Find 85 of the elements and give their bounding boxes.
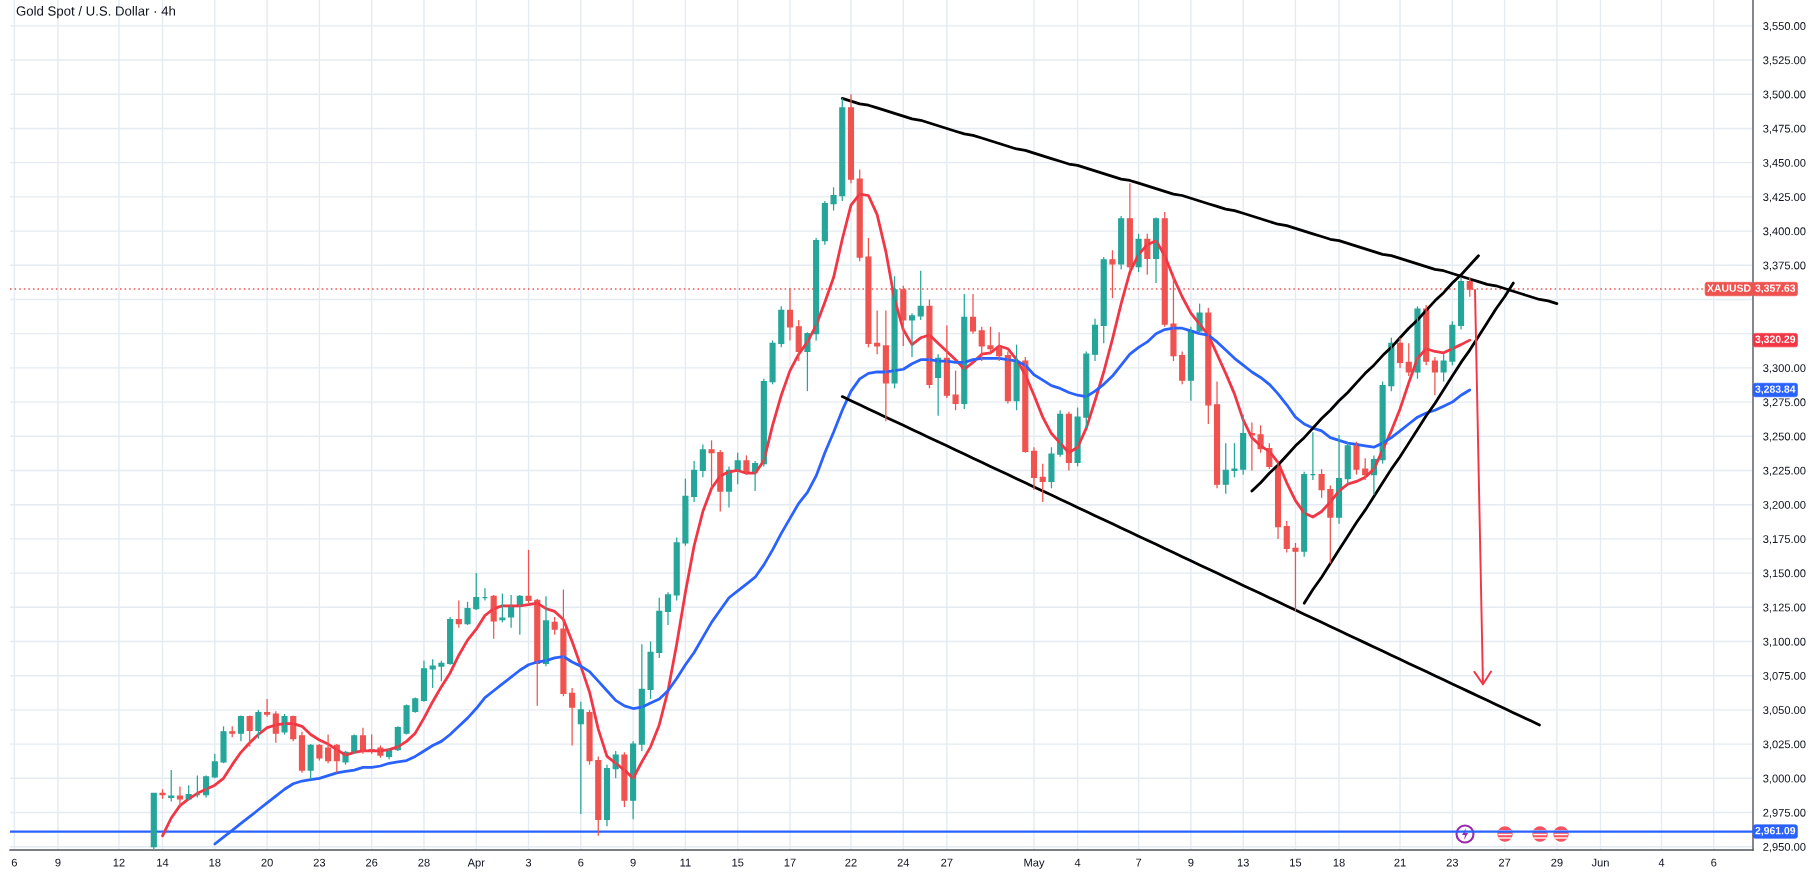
y-tick-label: 3,475.00 [1763,124,1806,134]
x-tick-label: 11 [680,858,691,867]
y-tick-label: 3,200.00 [1763,500,1806,511]
y-tick-label: 3,550.00 [1763,22,1806,32]
candlestick [429,658,436,689]
y-tick-label: 3,525.00 [1763,56,1806,66]
candlestick [952,369,959,411]
x-tick-label: May [1024,858,1045,869]
x-tick-label: 27 [1499,858,1511,867]
y-tick-label: 2,975.00 [1763,808,1806,818]
candlestick [1292,542,1299,613]
ref-line-label: 2,961.09 [1755,826,1796,836]
line-series [161,192,1472,838]
y-tick-label: 3,075.00 [1763,671,1806,682]
y-tick-label: 3,250.00 [1763,432,1806,442]
x-tick-label: 4 [1074,858,1081,867]
x-tick-label: 15 [1290,858,1302,867]
candlestick [830,186,837,212]
text: 3,320.29 [1755,335,1796,345]
y-tick-label: 2,950.00 [1763,842,1806,853]
x-tick-label: 28 [418,858,430,867]
x-tick-label: 3 [525,858,532,867]
candlestick [168,769,175,803]
y-tick-label: 3,450.00 [1763,158,1806,169]
x-tick-label: 23 [1446,858,1459,867]
candlestick [403,703,410,736]
y-tick-label: 3,050.00 [1763,706,1806,716]
line-series [840,395,1541,727]
x-tick-label: 7 [1136,858,1142,867]
y-tick-label: 3,275.00 [1763,398,1806,408]
candlestick [525,549,532,604]
candlestick [1048,446,1055,489]
candlestick [1013,343,1020,411]
x-tick-label: Apr [467,858,485,869]
ref-line-label: XAUUSD [1707,284,1751,292]
x-tick-label: 29 [1551,858,1563,867]
candlestick [926,298,933,390]
candlestick [464,601,471,626]
candlestick [743,454,750,476]
y-tick-label: 3,300.00 [1763,364,1806,374]
x-tick-label: 27 [941,858,953,867]
candlestick [1231,442,1238,478]
x-tick-label: 17 [784,858,796,867]
x-tick-label: 21 [1394,858,1406,867]
x-tick-label: 20 [261,858,273,867]
x-tick-label: 18 [1333,858,1345,867]
y-tick-label: 3,100.00 [1763,637,1806,647]
y-tick-label: 3,375.00 [1763,261,1806,271]
x-tick-label: 6 [578,858,584,867]
y-tick-label: 3,225.00 [1763,466,1806,476]
x-tick-label: 23 [313,858,326,867]
x-tick-label: 15 [732,858,744,867]
candlestick [769,339,776,385]
candlestick [220,725,227,764]
y-tick-label: 3,125.00 [1763,603,1806,613]
chart-title: Gold Spot / U.S. Dollar · 4h [16,6,176,19]
x-tick-label: 26 [366,858,378,867]
candlestick [586,709,593,766]
x-tick-label: 4 [1658,858,1665,867]
x-tick-label: 9 [630,858,636,867]
x-tick-label: 9 [1188,858,1194,867]
y-tick-label: 3,400.00 [1763,227,1806,237]
x-tick-label: 18 [209,858,221,867]
x-tick-label: 9 [55,858,61,867]
x-tick-label: 6 [11,858,17,867]
candlestick [647,640,654,700]
y-tick-label: 3,025.00 [1763,740,1806,750]
y-tick-label: 3,000.00 [1763,774,1806,784]
x-tick-label: Jun [1591,858,1609,867]
candlestick [1353,441,1360,476]
candlestick [682,478,689,547]
x-tick-label: 24 [897,858,910,867]
text: 3,283.84 [1755,385,1796,395]
candlestick [708,439,715,489]
y-tick-label: 3,500.00 [1763,90,1806,100]
text: 3,357.63 [1755,284,1796,294]
y-tick-label: 3,175.00 [1763,535,1806,545]
x-tick-label: 13 [1237,858,1249,867]
x-tick-label: 6 [1711,858,1717,867]
x-tick-label: 14 [157,858,169,867]
candlestick [987,326,994,355]
x-tick-label: 22 [845,858,857,867]
y-tick-label: 3,425.00 [1763,193,1806,203]
y-tick-label: 3,150.00 [1763,569,1806,579]
x-tick-label: 12 [113,858,125,867]
